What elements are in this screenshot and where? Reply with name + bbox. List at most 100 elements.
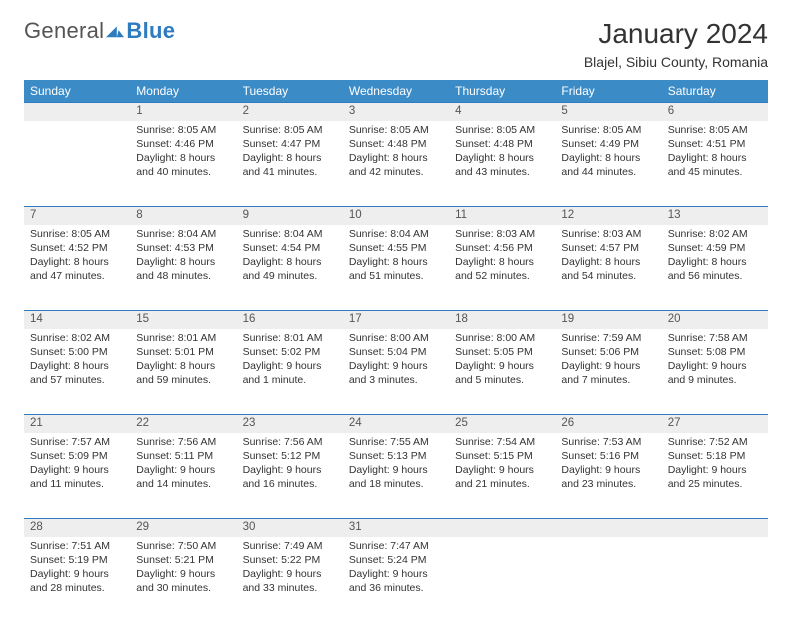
- day-sunset: Sunset: 5:09 PM: [30, 449, 124, 463]
- day-dl1: Daylight: 9 hours: [30, 567, 124, 581]
- day-cell: Sunrise: 7:55 AMSunset: 5:13 PMDaylight:…: [343, 433, 449, 519]
- page-title: January 2024: [584, 18, 768, 50]
- day-number: 25: [449, 415, 555, 433]
- day-dl2: and 42 minutes.: [349, 165, 443, 179]
- day-dl1: Daylight: 9 hours: [30, 463, 124, 477]
- day-dl2: and 14 minutes.: [136, 477, 230, 491]
- day-dl2: and 7 minutes.: [561, 373, 655, 387]
- day-cell: Sunrise: 7:51 AMSunset: 5:19 PMDaylight:…: [24, 537, 130, 623]
- day-number: 6: [662, 103, 768, 121]
- weekday-header: Wednesday: [343, 80, 449, 103]
- weekday-header: Monday: [130, 80, 236, 103]
- day-number: 11: [449, 207, 555, 225]
- day-dl2: and 9 minutes.: [668, 373, 762, 387]
- day-sunrise: Sunrise: 8:04 AM: [349, 227, 443, 241]
- daynum-row: 21222324252627: [24, 415, 768, 433]
- day-dl1: Daylight: 9 hours: [455, 463, 549, 477]
- data-row: Sunrise: 7:51 AMSunset: 5:19 PMDaylight:…: [24, 537, 768, 623]
- day-sunset: Sunset: 5:12 PM: [243, 449, 337, 463]
- day-dl1: Daylight: 9 hours: [561, 359, 655, 373]
- day-number: 30: [237, 519, 343, 537]
- day-sunrise: Sunrise: 7:47 AM: [349, 539, 443, 553]
- day-dl2: and 40 minutes.: [136, 165, 230, 179]
- day-number: 12: [555, 207, 661, 225]
- data-row: Sunrise: 8:05 AM Sunset: 4:46 PM Daylight:…: [24, 121, 768, 207]
- day-sunset: Sunset: 5:00 PM: [30, 345, 124, 359]
- day-sunrise: Sunrise: 7:56 AM: [243, 435, 337, 449]
- day-dl1: Daylight: 8 hours: [349, 255, 443, 269]
- day-cell: Sunrise: 8:04 AMSunset: 4:53 PMDaylight:…: [130, 225, 236, 311]
- day-cell: Sunrise: 8:01 AMSunset: 5:02 PMDaylight:…: [237, 329, 343, 415]
- day-cell: Sunrise: 8:05 AMSunset: 4:52 PMDaylight:…: [24, 225, 130, 311]
- day-cell: Sunrise: 7:50 AMSunset: 5:21 PMDaylight:…: [130, 537, 236, 623]
- day-sunrise: Sunrise: 7:51 AM: [30, 539, 124, 553]
- day-cell: Sunrise: 8:04 AMSunset: 4:54 PMDaylight:…: [237, 225, 343, 311]
- title-block: January 2024 Blajel, Sibiu County, Roman…: [584, 18, 768, 70]
- day-dl1: Daylight: 8 hours: [561, 151, 655, 165]
- day-sunset: Sunset: 5:04 PM: [349, 345, 443, 359]
- logo-text-1: General: [24, 18, 104, 44]
- day-number: 2: [237, 103, 343, 121]
- day-sunrise: Sunrise: 8:05 AM: [455, 123, 549, 137]
- weekday-header: Friday: [555, 80, 661, 103]
- day-cell: Sunrise: 8:05 AMSunset: 4:48 PMDaylight:…: [343, 121, 449, 207]
- day-cell: Sunrise: 8:05 AMSunset: 4:49 PMDaylight:…: [555, 121, 661, 207]
- day-sunrise: Sunrise: 7:49 AM: [243, 539, 337, 553]
- day-cell: Sunrise: 8:02 AMSunset: 5:00 PMDaylight:…: [24, 329, 130, 415]
- day-sunrise: Sunrise: 8:02 AM: [30, 331, 124, 345]
- day-sunrise: Sunrise: 8:04 AM: [136, 227, 230, 241]
- day-dl2: and 51 minutes.: [349, 269, 443, 283]
- data-row: Sunrise: 8:05 AMSunset: 4:52 PMDaylight:…: [24, 225, 768, 311]
- day-sunrise: Sunrise: 8:00 AM: [455, 331, 549, 345]
- day-sunrise: Sunrise: 8:05 AM: [243, 123, 337, 137]
- day-number: 17: [343, 311, 449, 329]
- day-number: 28: [24, 519, 130, 537]
- day-number: 18: [449, 311, 555, 329]
- day-sunrise: Sunrise: 8:05 AM: [561, 123, 655, 137]
- day-sunrise: Sunrise: 8:01 AM: [136, 331, 230, 345]
- day-dl2: and 56 minutes.: [668, 269, 762, 283]
- day-number: 9: [237, 207, 343, 225]
- location: Blajel, Sibiu County, Romania: [584, 54, 768, 70]
- day-sunset: Sunset: 5:08 PM: [668, 345, 762, 359]
- day-cell: Sunrise: 8:03 AMSunset: 4:57 PMDaylight:…: [555, 225, 661, 311]
- day-sunset: Sunset: 4:52 PM: [30, 241, 124, 255]
- day-number: 27: [662, 415, 768, 433]
- day-dl1: Daylight: 8 hours: [30, 255, 124, 269]
- day-number: 5: [555, 103, 661, 121]
- day-dl2: and 57 minutes.: [30, 373, 124, 387]
- day-dl2: and 18 minutes.: [349, 477, 443, 491]
- header: General Blue January 2024 Blajel, Sibiu …: [24, 18, 768, 70]
- day-sunset: Sunset: 5:19 PM: [30, 553, 124, 567]
- day-sunset: Sunset: 5:15 PM: [455, 449, 549, 463]
- daynum-row: 28293031: [24, 519, 768, 537]
- day-dl1: Daylight: 8 hours: [455, 151, 549, 165]
- day-dl1: Daylight: 9 hours: [136, 567, 230, 581]
- day-cell: Sunrise: 8:02 AMSunset: 4:59 PMDaylight:…: [662, 225, 768, 311]
- day-dl2: and 23 minutes.: [561, 477, 655, 491]
- weekday-header: Saturday: [662, 80, 768, 103]
- day-dl1: Daylight: 8 hours: [349, 151, 443, 165]
- logo: General Blue: [24, 18, 175, 44]
- day-sunset: Sunset: 5:13 PM: [349, 449, 443, 463]
- day-cell: Sunrise: 7:59 AMSunset: 5:06 PMDaylight:…: [555, 329, 661, 415]
- day-number: 22: [130, 415, 236, 433]
- day-cell: Sunrise: 8:01 AMSunset: 5:01 PMDaylight:…: [130, 329, 236, 415]
- day-dl2: and 33 minutes.: [243, 581, 337, 595]
- day-sunrise: Sunrise: 7:52 AM: [668, 435, 762, 449]
- day-cell: Sunrise: 8:03 AMSunset: 4:56 PMDaylight:…: [449, 225, 555, 311]
- day-cell: Sunrise: 7:56 AMSunset: 5:12 PMDaylight:…: [237, 433, 343, 519]
- day-sunset: Sunset: 4:46 PM: [136, 137, 230, 151]
- day-cell: Sunrise: 7:58 AMSunset: 5:08 PMDaylight:…: [662, 329, 768, 415]
- day-sunset: Sunset: 5:06 PM: [561, 345, 655, 359]
- day-dl1: Daylight: 9 hours: [668, 359, 762, 373]
- day-cell: Sunrise: 8:04 AMSunset: 4:55 PMDaylight:…: [343, 225, 449, 311]
- day-number: 21: [24, 415, 130, 433]
- day-number: 16: [237, 311, 343, 329]
- day-dl1: Daylight: 9 hours: [668, 463, 762, 477]
- day-dl1: Daylight: 9 hours: [561, 463, 655, 477]
- day-number: 29: [130, 519, 236, 537]
- day-dl1: Daylight: 9 hours: [243, 359, 337, 373]
- day-number: [24, 103, 130, 121]
- day-sunrise: Sunrise: 7:53 AM: [561, 435, 655, 449]
